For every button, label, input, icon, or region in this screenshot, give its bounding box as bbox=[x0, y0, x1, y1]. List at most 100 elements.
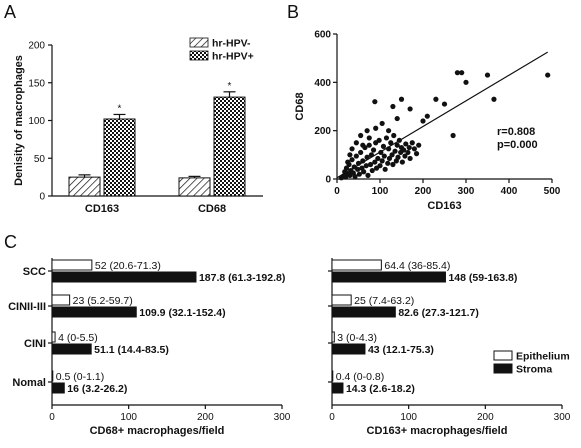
b-scatter-point bbox=[424, 113, 430, 119]
b-scatter-point bbox=[369, 167, 375, 174]
b-scatter-point bbox=[403, 141, 409, 147]
b-scatter-point bbox=[388, 140, 394, 146]
b-y-tick-label: 600 bbox=[314, 30, 331, 41]
panel-label-b: B bbox=[287, 2, 299, 22]
b-regression-line bbox=[336, 51, 549, 179]
a-significance-marker: * bbox=[118, 103, 122, 114]
b-scatter-point bbox=[372, 159, 378, 165]
a-legend-swatch bbox=[189, 50, 209, 61]
cr-data-label: 25 (7.4-63.2) bbox=[354, 295, 414, 307]
cr-x-tick-label: 200 bbox=[477, 412, 494, 423]
b-y-tick-label: 200 bbox=[314, 126, 331, 137]
chart-b: 0 200 400 600 0 100 200 300 400 500 CD163 CD68 r=0.8… bbox=[294, 30, 561, 213]
b-scatter-point bbox=[345, 159, 351, 165]
b-scatter-point bbox=[370, 147, 377, 153]
b-x-tick-label: 200 bbox=[415, 186, 432, 197]
b-y-tick-label: 400 bbox=[314, 78, 331, 89]
cl-bar bbox=[51, 259, 93, 271]
cl-data-label: 4 (0-5.5) bbox=[58, 332, 98, 344]
cl-category-label: Nomal bbox=[12, 377, 46, 389]
b-scatter-point bbox=[347, 152, 353, 158]
b-stat-label: r=0.808 bbox=[497, 126, 535, 138]
b-scatter-point bbox=[386, 155, 393, 162]
b-scatter-point bbox=[366, 135, 372, 141]
b-scatter-point bbox=[386, 128, 392, 134]
b-scatter-point bbox=[411, 146, 417, 152]
cr-data-label: 3 (0-4.3) bbox=[337, 332, 377, 344]
cr-legend-swatch bbox=[493, 363, 513, 374]
cl-data-label: 51.1 (14.4-83.5) bbox=[94, 344, 169, 356]
b-scatter-point bbox=[395, 154, 401, 160]
b-scatter-point bbox=[363, 163, 369, 169]
b-scatter-point bbox=[491, 96, 497, 102]
b-scatter-point bbox=[373, 125, 379, 131]
b-scatter-point bbox=[441, 101, 448, 107]
b-scatter-point bbox=[352, 173, 358, 180]
b-scatter-point bbox=[375, 155, 381, 162]
b-scatter-point bbox=[385, 160, 391, 166]
b-scatter-point bbox=[405, 149, 411, 156]
b-scatter-point bbox=[398, 96, 405, 102]
cr-data-label: 43 (12.1-75.3) bbox=[368, 344, 434, 356]
a-legend-swatch bbox=[189, 37, 209, 48]
a-y-tick-label: 200 bbox=[28, 41, 45, 52]
cr-x-tick-label: 0 bbox=[329, 412, 335, 423]
cl-bar bbox=[51, 370, 54, 382]
a-category-label: CD68 bbox=[198, 203, 226, 215]
a-bar bbox=[103, 118, 136, 197]
cl-bar bbox=[51, 382, 65, 394]
b-scatter-point bbox=[349, 157, 355, 163]
cr-bar bbox=[331, 259, 382, 271]
b-scatter-point bbox=[401, 147, 407, 153]
b-scatter-point bbox=[390, 161, 396, 168]
b-scatter-point bbox=[394, 142, 400, 148]
b-scatter-point bbox=[360, 142, 366, 148]
cl-data-label: 16 (3.2-26.2) bbox=[67, 383, 127, 395]
cl-data-label: 109.9 (32.1-152.4) bbox=[139, 307, 225, 319]
cl-data-label: 52 (20.6-71.3) bbox=[95, 260, 161, 272]
cr-bar bbox=[331, 370, 334, 382]
cl-x-tick-label: 200 bbox=[197, 412, 214, 423]
cr-bar bbox=[331, 306, 396, 318]
b-y-axis-label: CD68 bbox=[294, 92, 306, 120]
a-bar bbox=[68, 176, 101, 197]
b-scatter-point bbox=[406, 144, 412, 151]
b-scatter-point bbox=[391, 132, 397, 139]
b-scatter-point bbox=[463, 79, 469, 85]
b-scatter-point bbox=[364, 128, 370, 134]
a-y-tick-label: 100 bbox=[28, 116, 45, 127]
panel-label-c: C bbox=[4, 232, 17, 252]
b-scatter-point bbox=[394, 115, 400, 122]
cr-x-tick-label: 300 bbox=[554, 412, 571, 423]
b-scatter-point bbox=[390, 103, 396, 110]
cr-data-label: 64.4 (36-85.4) bbox=[384, 260, 450, 272]
cl-category-label: SCC bbox=[23, 266, 46, 278]
b-scatter-point bbox=[433, 96, 439, 102]
b-scatter-point bbox=[377, 163, 383, 169]
b-scatter-point bbox=[382, 166, 388, 172]
b-scatter-point bbox=[353, 140, 359, 146]
a-y-tick-label: 0 bbox=[39, 192, 45, 203]
b-scatter-point bbox=[399, 159, 405, 165]
a-significance-marker: * bbox=[228, 81, 232, 92]
b-scatter-point bbox=[402, 153, 408, 159]
cr-bar bbox=[331, 331, 335, 343]
cl-category-label: CINII-III bbox=[8, 301, 46, 313]
cr-bar bbox=[331, 294, 352, 306]
a-legend-label: hr-HPV+ bbox=[212, 51, 254, 63]
b-scatter-point bbox=[420, 118, 426, 124]
cr-legend-swatch bbox=[493, 350, 513, 361]
cl-data-label: 23 (5.2-59.7) bbox=[73, 295, 133, 307]
chart-c-left: 0 100 200 300 CD68+ macrophages/field SCC 52 (… bbox=[8, 258, 291, 437]
cr-bar bbox=[331, 382, 344, 394]
b-scatter-point bbox=[355, 166, 361, 172]
cl-bar bbox=[51, 306, 137, 318]
cl-x-tick-label: 300 bbox=[274, 412, 291, 423]
cl-x-tick-label: 0 bbox=[49, 412, 55, 423]
cl-bar bbox=[51, 343, 92, 355]
b-scatter-point bbox=[413, 151, 420, 157]
b-scatter-point bbox=[356, 171, 362, 177]
cr-x-tick-label: 100 bbox=[400, 412, 417, 423]
cl-data-label: 187.8 (61.3-192.8) bbox=[199, 272, 285, 284]
